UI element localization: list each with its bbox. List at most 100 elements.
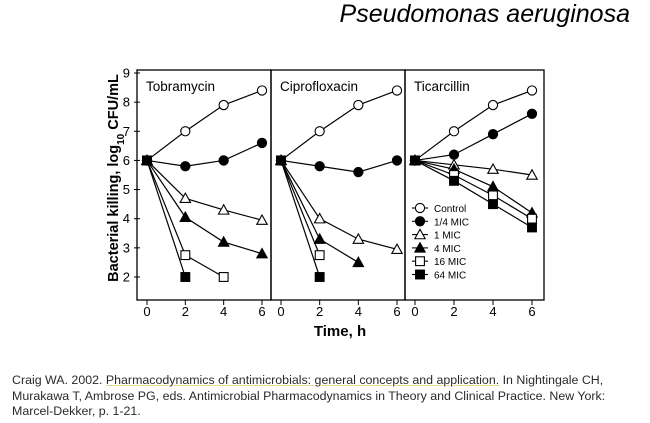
data-point xyxy=(391,155,403,166)
x-tick-label: 4 xyxy=(355,304,362,319)
data-point xyxy=(487,99,499,111)
legend-label: 16 MIC xyxy=(434,257,466,268)
data-point xyxy=(526,108,538,119)
legend-label: 1/4 MIC xyxy=(434,217,469,228)
data-point xyxy=(218,99,229,111)
data-point xyxy=(487,129,499,140)
data-point xyxy=(256,85,268,96)
x-tick-label: 0 xyxy=(411,304,418,319)
data-point xyxy=(390,242,404,255)
series-line xyxy=(146,160,263,221)
legend-marker xyxy=(414,202,426,214)
data-point xyxy=(527,222,537,233)
citation-prefix: Craig WA. 2002. xyxy=(12,373,106,387)
y-tick-label: 7 xyxy=(123,124,130,139)
series-line xyxy=(146,142,263,167)
y-axis-label-unit: CFU/mL xyxy=(106,74,122,134)
data-point xyxy=(486,180,500,192)
data-point xyxy=(353,166,364,178)
panel-frame-3 xyxy=(404,69,545,301)
data-point xyxy=(526,85,538,96)
series-line xyxy=(280,159,398,173)
legend-label: 64 MIC xyxy=(434,271,466,282)
data-point xyxy=(488,199,498,210)
data-point xyxy=(218,272,229,282)
x-tick-label: 0 xyxy=(277,304,284,319)
y-tick-label: 2 xyxy=(123,270,130,285)
series-line xyxy=(280,160,321,278)
data-point xyxy=(525,168,539,180)
x-tick-label: 2 xyxy=(182,304,189,319)
data-point xyxy=(255,213,269,225)
y-axis: 2 3 4 5 6 7 8 9 xyxy=(123,66,140,285)
data-point xyxy=(313,212,326,224)
data-point xyxy=(180,126,191,137)
series-line xyxy=(280,160,398,250)
panel-title-1: Tobramycin xyxy=(146,79,215,94)
data-point xyxy=(217,203,230,215)
data-point xyxy=(179,210,192,222)
series-line xyxy=(414,159,533,228)
y-tick-label: 4 xyxy=(123,211,130,226)
data-point xyxy=(180,250,191,261)
series-line xyxy=(414,159,533,214)
y-tick-label: 3 xyxy=(123,240,130,255)
x-tick-label: 6 xyxy=(528,304,535,319)
data-point xyxy=(488,190,498,201)
data-point xyxy=(180,272,191,282)
data-point xyxy=(314,161,325,172)
data-point xyxy=(353,99,364,111)
series-line xyxy=(414,89,533,161)
legend-label: 4 MIC xyxy=(434,244,461,255)
series-line xyxy=(146,160,263,255)
x-axis-label: Time, h xyxy=(314,323,366,340)
slide-title: Pseudomonas aeruginosa xyxy=(339,0,630,28)
legend-label: Control xyxy=(434,204,466,215)
series-line xyxy=(280,160,359,263)
series-layer: Tobramycin Ciprofloxacin Ticarcillin xyxy=(140,79,539,282)
legend: Control 1/4 MIC 1 MIC 4 MIC 16 MIC 64 MIC xyxy=(412,202,469,282)
citation-article-title: Pharmacodynamics of antimicrobials: gene… xyxy=(105,373,500,387)
series-line xyxy=(414,113,533,162)
y-tick-label: 8 xyxy=(123,95,130,110)
y-tick-label: 5 xyxy=(123,182,130,197)
data-point xyxy=(410,155,420,166)
data-point xyxy=(217,235,230,247)
series-line xyxy=(280,89,398,161)
data-point xyxy=(179,191,192,204)
data-point xyxy=(314,272,325,282)
data-point xyxy=(448,126,460,137)
series-line xyxy=(280,160,321,256)
data-point xyxy=(313,232,326,244)
y-axis-label: Bacterial killing, log10 CFU/mL xyxy=(106,74,127,282)
data-point xyxy=(255,247,269,259)
legend-label: 1 MIC xyxy=(434,231,461,242)
x-tick-label: 6 xyxy=(258,304,265,319)
data-point xyxy=(527,213,537,224)
data-point xyxy=(314,126,325,137)
x-tick-label: 2 xyxy=(316,304,323,319)
data-point xyxy=(218,155,229,166)
x-tick-label: 0 xyxy=(143,304,150,319)
panel-title-2: Ciprofloxacin xyxy=(280,79,358,94)
data-point xyxy=(142,155,152,166)
panel-frames xyxy=(136,69,545,301)
x-tick-label: 2 xyxy=(450,304,457,319)
y-axis-label-main: Bacterial killing, log xyxy=(106,145,122,282)
x-tick-label: 4 xyxy=(489,304,496,319)
y-axis-label-sub: 10 xyxy=(116,133,127,145)
data-point xyxy=(256,137,268,149)
legend-marker xyxy=(414,216,426,227)
data-point xyxy=(276,155,286,166)
x-tick-label: 6 xyxy=(393,304,400,319)
data-point xyxy=(352,256,365,268)
series-line xyxy=(146,89,263,161)
data-point xyxy=(448,149,460,160)
y-tick-label: 6 xyxy=(123,153,130,168)
data-point xyxy=(352,232,365,244)
x-tick-label: 4 xyxy=(220,304,227,319)
legend-marker xyxy=(413,228,427,240)
series-line xyxy=(146,160,186,278)
